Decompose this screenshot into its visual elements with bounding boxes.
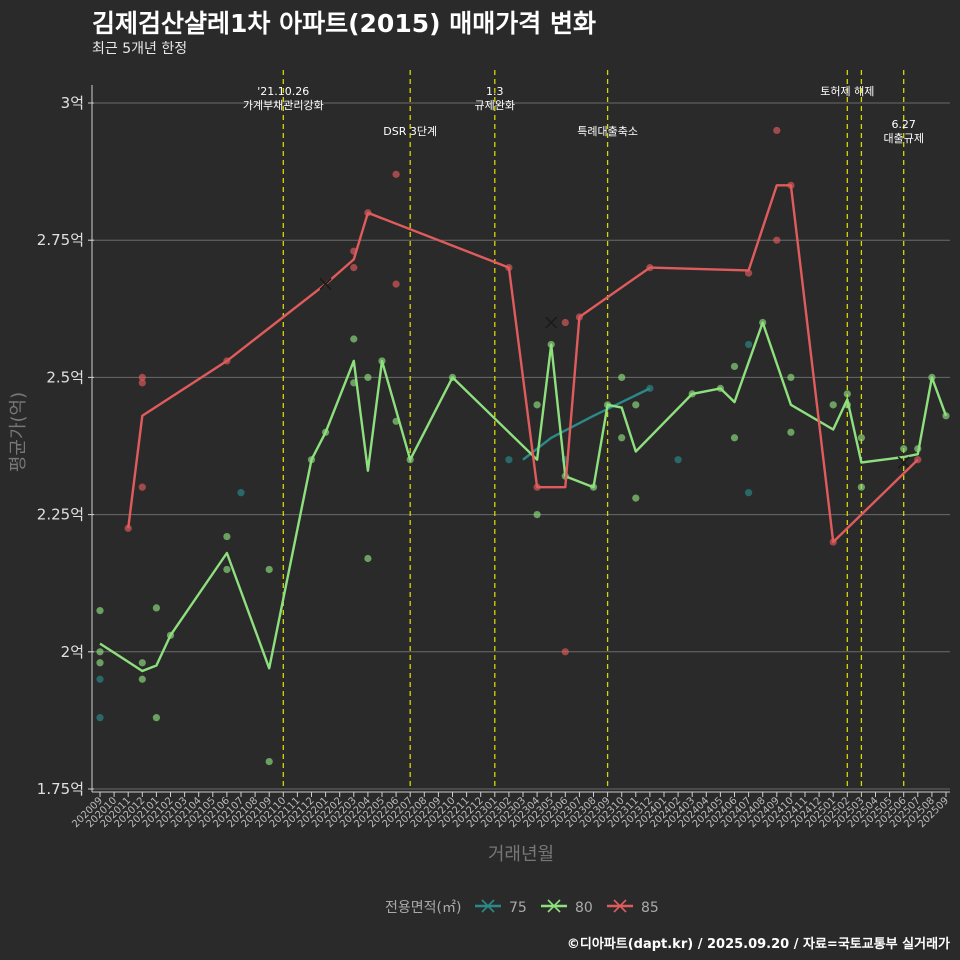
data-point [533, 401, 541, 409]
data-point [618, 434, 626, 442]
x-axis-label: 거래년월 [488, 844, 554, 865]
legend-swatch-cross [481, 899, 495, 913]
data-point [505, 456, 513, 464]
data-point [237, 489, 245, 497]
event-label: 특례대출축소 [577, 125, 638, 138]
data-point [730, 362, 739, 371]
data-point [632, 401, 640, 409]
data-point [138, 379, 146, 387]
cross-stroke [319, 278, 332, 291]
data-point [561, 648, 569, 656]
data-point [773, 126, 781, 135]
data-point [674, 456, 682, 464]
data-point [96, 648, 104, 656]
data-point [787, 428, 795, 436]
data-point [618, 373, 626, 381]
y-tick-label: 2.75억 [37, 231, 84, 249]
data-point [364, 373, 372, 381]
series-line-75 [522, 387, 651, 461]
cross-marker [319, 278, 332, 291]
data-point [857, 434, 866, 442]
data-point [96, 607, 104, 615]
cross-stroke [545, 316, 558, 329]
data-point [265, 565, 273, 574]
data-point [138, 373, 146, 381]
data-point [900, 445, 908, 453]
data-point [787, 373, 795, 381]
cross-marker [897, 456, 910, 469]
data-point [829, 401, 837, 409]
data-point [124, 524, 132, 532]
event-label: 토허제 해제 [820, 84, 874, 98]
grid-lines [88, 102, 950, 790]
data-point [223, 565, 231, 574]
data-point [632, 494, 640, 502]
y-tick-label: 2.25억 [37, 506, 84, 524]
series-85 [124, 126, 922, 656]
legend-swatch-cross [547, 899, 561, 913]
event-label: '21.10.26 [257, 85, 309, 98]
event-label: 규제완화 [475, 99, 515, 112]
data-point [843, 390, 851, 398]
data-point [265, 757, 273, 766]
data-point [350, 335, 358, 343]
data-point [392, 280, 400, 288]
legend-title: 전용면적(㎡) [385, 900, 461, 916]
data-point [364, 554, 372, 563]
data-point [773, 236, 781, 244]
event-label: DSR 3단계 [383, 125, 437, 138]
legend-label: 80 [575, 900, 593, 916]
data-point [561, 318, 569, 327]
data-point [152, 604, 160, 612]
data-point [96, 659, 104, 667]
y-tick-label: 2억 [61, 643, 84, 661]
data-point [96, 714, 104, 722]
legend-item-75: 75 [475, 899, 527, 916]
data-point [223, 532, 231, 541]
data-point [138, 483, 146, 491]
data-point [152, 714, 160, 722]
legend-item-80: 80 [541, 899, 593, 916]
data-point [392, 170, 400, 178]
data-point [857, 483, 866, 491]
series-line-80 [99, 321, 948, 673]
cross-marker [545, 316, 558, 329]
y-tick-label: 2.5억 [46, 368, 84, 386]
data-point [745, 340, 753, 349]
data-point [533, 510, 541, 519]
source-credit: ©디아파트(dapt.kr) / 2025.09.20 / 자료=국토교통부 실… [566, 937, 950, 952]
data-point [138, 659, 146, 667]
data-point [350, 264, 358, 272]
data-point [730, 434, 739, 442]
y-axis-label: 평균가(억) [8, 392, 29, 472]
chart-title: 김제검산샬레1차 아파트(2015) 매매가격 변화 [92, 9, 596, 38]
data-point [96, 675, 104, 683]
cross-stroke [897, 456, 910, 469]
chart-subtitle: 최근 5개년 한정 [92, 41, 188, 57]
event-label: 6.27 [891, 118, 916, 131]
y-tick-label: 1.75억 [37, 780, 84, 798]
series-75 [96, 340, 753, 722]
y-tick-label: 3억 [61, 94, 84, 112]
data-point [138, 675, 146, 683]
series-line-85 [127, 184, 919, 544]
data-point [745, 489, 753, 497]
legend-label: 85 [641, 900, 659, 916]
series-layer [96, 126, 950, 766]
event-label: 가계부채관리강화 [243, 99, 324, 112]
legend-label: 75 [509, 900, 527, 916]
legend-item-85: 85 [607, 899, 659, 916]
axes: 1.75억2억2.25억2.5억2.75억3억20200920201020201… [37, 85, 951, 830]
legend: 전용면적(㎡) 75 80 85 [385, 899, 659, 916]
event-label: 대출규제 [883, 132, 923, 145]
legend-swatch-cross [613, 899, 627, 913]
series-80 [96, 318, 950, 766]
event-label: 1.3 [486, 85, 504, 98]
